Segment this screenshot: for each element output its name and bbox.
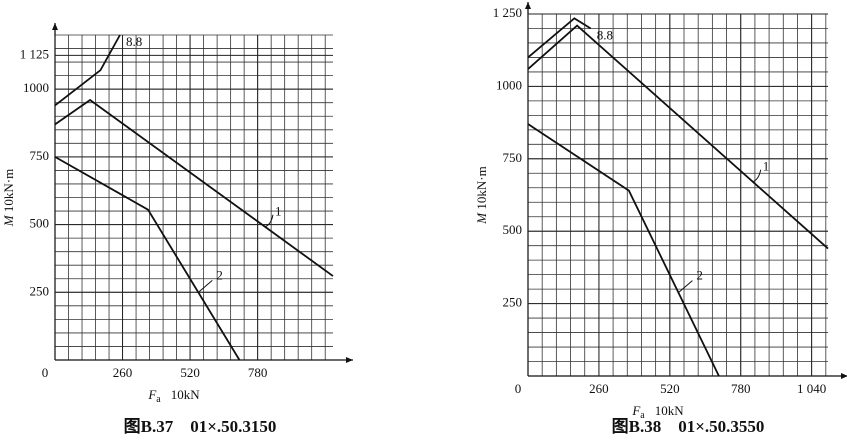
x-tick-label: 520 bbox=[660, 381, 680, 396]
chart: 0 260 520 780 1 040 250 500 750 1000 1 250 M 10kN·… bbox=[474, 2, 847, 436]
label-leader bbox=[197, 279, 213, 293]
line bbox=[54, 98, 334, 277]
y-axis-symbol: M bbox=[474, 212, 489, 225]
line bbox=[54, 156, 241, 361]
line bbox=[54, 34, 121, 107]
series-label: 8.8 bbox=[597, 27, 613, 42]
series-label: 2 bbox=[216, 267, 223, 282]
x-arrow bbox=[841, 373, 847, 379]
x-tick-label: 260 bbox=[113, 365, 133, 380]
line bbox=[527, 17, 592, 59]
y-tick-label: 500 bbox=[30, 216, 50, 231]
y-tick-label: 250 bbox=[503, 295, 523, 310]
x-tick-label: 520 bbox=[180, 365, 200, 380]
y-axis-label: M 10kN·m bbox=[474, 166, 489, 224]
y-arrow bbox=[52, 23, 58, 30]
line bbox=[527, 123, 720, 377]
label-leader bbox=[752, 169, 762, 183]
x-axis-symbol: F bbox=[147, 387, 157, 402]
x-axis-label: Fa 10kN bbox=[631, 403, 684, 421]
x-tick-label: 780 bbox=[248, 365, 268, 380]
chart: 0 260 520 780 250 500 750 1000 1 125 M 10kN·m Fa 10… bbox=[1, 23, 353, 436]
x-tick-label: 260 bbox=[589, 381, 609, 396]
x-axis-subscript: a bbox=[156, 394, 161, 405]
caption: 图B.37 01×.50.3150 bbox=[124, 417, 277, 436]
y-tick-label: 1000 bbox=[496, 77, 522, 92]
line bbox=[527, 24, 829, 250]
y-tick-label: 500 bbox=[503, 222, 523, 237]
y-tick-label: 1 250 bbox=[493, 5, 522, 20]
x-tick-label: 0 bbox=[515, 381, 522, 396]
y-arrow bbox=[525, 2, 531, 9]
label-leader bbox=[264, 214, 274, 228]
y-axis-unit: 10kN·m bbox=[474, 166, 489, 209]
series-label: 1 bbox=[275, 204, 282, 219]
series-label: 8.8 bbox=[126, 34, 142, 49]
x-axis-unit: 10kN bbox=[655, 403, 685, 418]
y-tick-label: 1 125 bbox=[20, 46, 49, 61]
y-axis-unit: 10kN·m bbox=[1, 169, 16, 212]
x-axis-symbol: F bbox=[631, 403, 641, 418]
caption: 图B.38 01×.50.3550 bbox=[612, 417, 765, 436]
series-label: 1 bbox=[763, 159, 770, 174]
x-tick-label: 0 bbox=[42, 365, 49, 380]
x-arrow bbox=[346, 357, 353, 363]
y-axis-label: M 10kN·m bbox=[1, 169, 16, 227]
x-axis-unit: 10kN bbox=[171, 387, 201, 402]
y-tick-label: 250 bbox=[30, 283, 50, 298]
x-axis-subscript: a bbox=[640, 410, 645, 421]
series-label: 2 bbox=[696, 268, 703, 283]
x-tick-label: 1 040 bbox=[797, 381, 826, 396]
label-leader bbox=[678, 280, 693, 293]
y-tick-label: 750 bbox=[503, 150, 523, 165]
y-tick-label: 1000 bbox=[23, 80, 49, 95]
y-axis-symbol: M bbox=[1, 214, 16, 227]
y-tick-label: 750 bbox=[30, 148, 50, 163]
x-axis-label: Fa 10kN bbox=[147, 387, 200, 405]
x-tick-label: 780 bbox=[731, 381, 751, 396]
